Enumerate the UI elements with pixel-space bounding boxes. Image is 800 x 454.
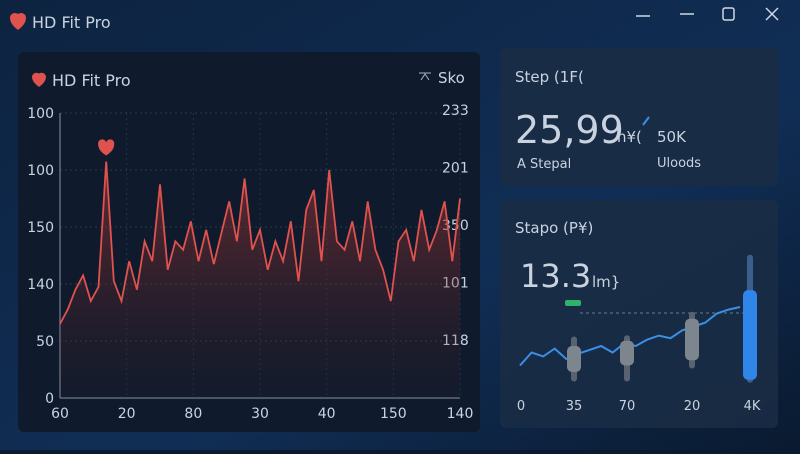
- heart-icon: [32, 72, 46, 87]
- panel-title: HD Fit Pro: [52, 71, 131, 90]
- steps-value: 25,99: [515, 108, 624, 152]
- y-axis-label: 100: [27, 106, 54, 122]
- peak-marker: [98, 139, 115, 156]
- steps-label: A Stepal: [517, 157, 571, 172]
- status-badge: [565, 300, 581, 306]
- card-title: Stapo (P¥): [515, 219, 593, 237]
- card-title: Step (1F(: [515, 68, 584, 86]
- stapo-value: 13.3: [520, 257, 591, 295]
- trend-icon: [642, 116, 650, 126]
- candle-box: [743, 290, 757, 380]
- x-axis-label: 140: [447, 406, 474, 422]
- x-axis-label: 20: [684, 399, 701, 414]
- x-axis-label: 150: [380, 406, 407, 422]
- x-axis-label: 4K: [744, 399, 761, 414]
- area-fill: [60, 161, 460, 398]
- y-axis-label: 0: [45, 391, 54, 407]
- candle-box: [567, 346, 581, 372]
- window-title: HD Fit Pro: [32, 13, 111, 32]
- y2-axis-label: 201: [442, 161, 469, 177]
- sort-icon[interactable]: [419, 72, 431, 81]
- candle-box: [620, 340, 634, 366]
- x-axis-label: 35: [566, 399, 583, 414]
- y-axis-label: 100: [27, 163, 54, 179]
- y-axis-label: 50: [36, 334, 54, 350]
- stapo-unit: lm}: [592, 273, 620, 291]
- y-axis-label: 140: [27, 277, 54, 293]
- maximize-button[interactable]: [722, 7, 735, 21]
- steps-card: [500, 48, 778, 186]
- x-axis-label: 80: [184, 406, 202, 422]
- x-axis-label: 70: [619, 399, 636, 414]
- y2-axis-label: 233: [442, 103, 469, 119]
- steps-secondary: 50K: [657, 128, 687, 146]
- candle-box: [685, 318, 699, 361]
- x-axis-label: 60: [51, 406, 69, 422]
- panel-control[interactable]: Sko: [438, 69, 465, 87]
- app-icon: [10, 12, 26, 30]
- steps-unit: n¥(: [617, 128, 642, 146]
- x-axis-label: 30: [251, 406, 269, 422]
- steps-label: Uloods: [657, 156, 701, 171]
- heart-rate-line: [59, 161, 461, 325]
- x-axis-label: 0: [517, 399, 525, 414]
- x-axis-label: 40: [318, 406, 336, 422]
- x-axis-label: 20: [118, 406, 136, 422]
- close-button[interactable]: [765, 7, 779, 21]
- y-axis-label: 150: [27, 220, 54, 236]
